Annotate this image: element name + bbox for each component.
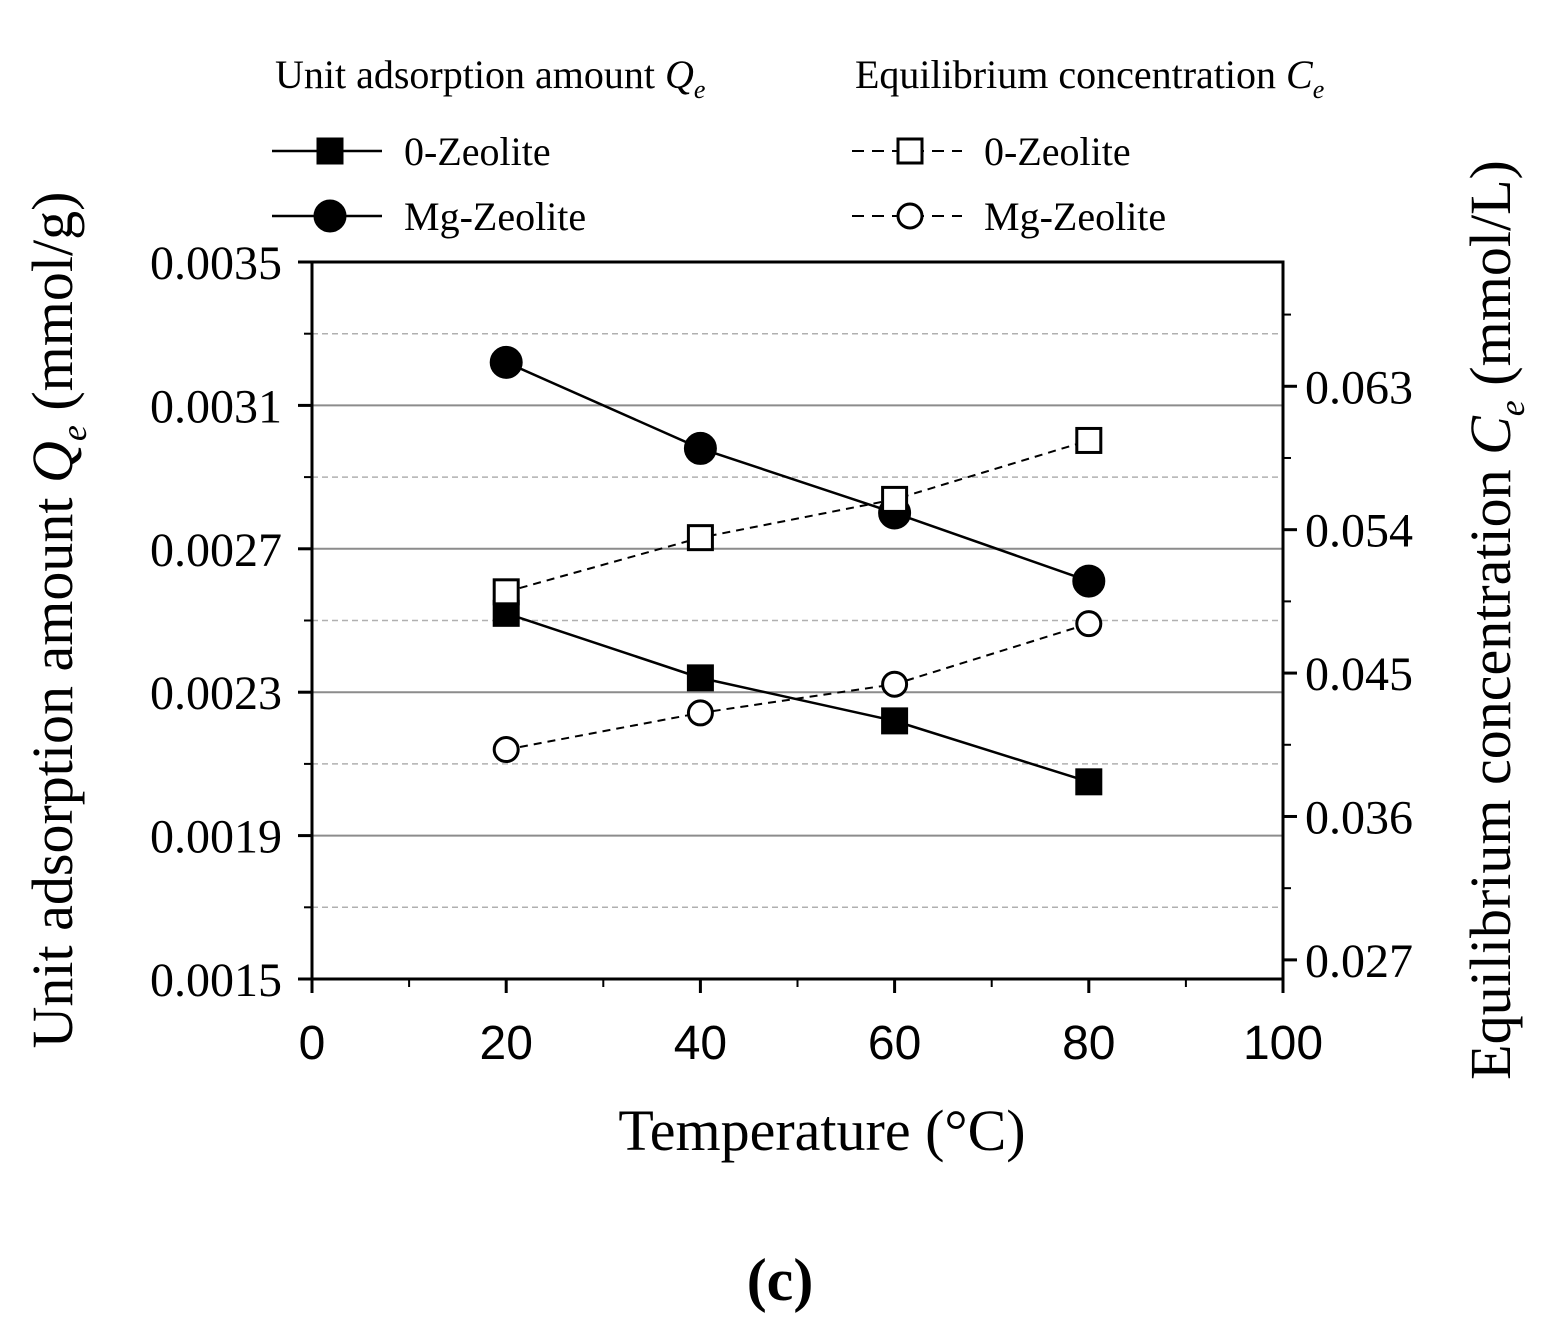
legend-title-right-subscript: e — [1313, 75, 1325, 104]
legend-title-left-subscript: e — [694, 75, 706, 104]
legend-title-left-symbol: Q — [665, 52, 694, 97]
series-3-right — [492, 610, 1103, 764]
data-point — [1075, 610, 1103, 638]
y-axis-title-left-subscript: e — [54, 425, 94, 441]
data-point — [686, 664, 714, 692]
x-axis-title: Temperature (°C) — [618, 1098, 1025, 1163]
x-tick-label: 60 — [868, 1017, 921, 1070]
legend-title-right: Equilibrium concentration Ce — [855, 52, 1324, 104]
legend-title-right-text: Equilibrium concentration — [855, 52, 1286, 97]
data-point — [683, 431, 717, 465]
y-right-tick-label: 0.027 — [1305, 935, 1413, 988]
y-axis-title-left: Unit adsorption amount Qe (mmol/g) — [20, 192, 94, 1049]
y-left-tick-label: 0.0019 — [150, 811, 282, 864]
y-axis-title-left-symbol: Q — [20, 441, 85, 483]
grid — [312, 332, 1283, 909]
legend-title-left: Unit adsorption amount Qe — [275, 52, 705, 104]
legend-label: Mg-Zeolite — [984, 194, 1166, 239]
legend-item: 0-Zeolite — [852, 129, 1131, 174]
data-point — [1075, 768, 1103, 796]
legend-label: 0-Zeolite — [404, 129, 551, 174]
legend-item: Mg-Zeolite — [272, 194, 586, 239]
y-left-tick-label: 0.0035 — [150, 237, 282, 290]
data-point — [1075, 426, 1103, 454]
data-point — [686, 699, 714, 727]
legend-title-right-symbol: C — [1286, 52, 1314, 97]
y-right-tick-label: 0.063 — [1305, 361, 1413, 414]
series-line — [505, 439, 1090, 593]
x-tick-label: 20 — [480, 1017, 533, 1070]
legend: 0-Zeolite Mg-Zeolite 0-Zeolite Mg-Zeolite — [272, 129, 1166, 239]
legend-item: 0-Zeolite — [272, 129, 551, 174]
panel-label: (c) — [747, 1247, 814, 1313]
legend-marker — [896, 202, 924, 230]
data-point — [489, 345, 523, 379]
legend-label: 0-Zeolite — [984, 129, 1131, 174]
series-2-right — [492, 426, 1103, 606]
axes: 0 20 40 60 80 100 0.0015 0.0019 0.0023 0.0027 0.00… — [150, 237, 1413, 1070]
y-right-tick-label: 0.045 — [1305, 648, 1413, 701]
x-tick-label: 0 — [299, 1017, 326, 1070]
y-axis-title-right-text: Equilibrium concentration — [1458, 455, 1523, 1080]
y-axis-title-left-unit: (mmol/g) — [20, 192, 85, 426]
data-point — [881, 707, 909, 735]
data-point — [881, 670, 909, 698]
data-point — [881, 485, 909, 513]
x-tick-label: 40 — [674, 1017, 727, 1070]
series-line — [505, 361, 1090, 583]
y-axis-title-right-symbol: C — [1458, 415, 1523, 455]
legend-title-left-text: Unit adsorption amount — [275, 52, 665, 97]
data-point — [492, 578, 520, 606]
legend-marker — [896, 137, 924, 165]
legend-marker — [313, 199, 347, 233]
series-1-left — [489, 345, 1106, 598]
y-axis-title-right: Equilibrium concentration Ce (mmol/L) — [1458, 160, 1532, 1080]
y-left-tick-label: 0.0027 — [150, 524, 282, 577]
data-point — [492, 736, 520, 764]
x-tick-label: 100 — [1243, 1017, 1323, 1070]
series-layer — [489, 345, 1106, 796]
y-left-tick-label: 0.0031 — [150, 380, 282, 433]
legend-item: Mg-Zeolite — [852, 194, 1166, 239]
y-axis-title-right-unit: (mmol/L) — [1458, 160, 1523, 400]
data-point — [1072, 564, 1106, 598]
series-line — [506, 622, 1090, 751]
y-left-tick-label: 0.0015 — [150, 954, 282, 1007]
y-right-tick-label: 0.054 — [1305, 505, 1413, 558]
legend-marker — [316, 137, 344, 165]
y-right-tick-label: 0.036 — [1305, 791, 1413, 844]
y-left-tick-label: 0.0023 — [150, 667, 282, 720]
y-axis-title-right-subscript: e — [1492, 400, 1532, 416]
data-point — [686, 524, 714, 552]
x-tick-label: 80 — [1062, 1017, 1115, 1070]
data-point — [492, 599, 520, 627]
y-axis-title-left-text: Unit adsorption amount — [20, 483, 85, 1048]
legend-label: Mg-Zeolite — [404, 194, 586, 239]
